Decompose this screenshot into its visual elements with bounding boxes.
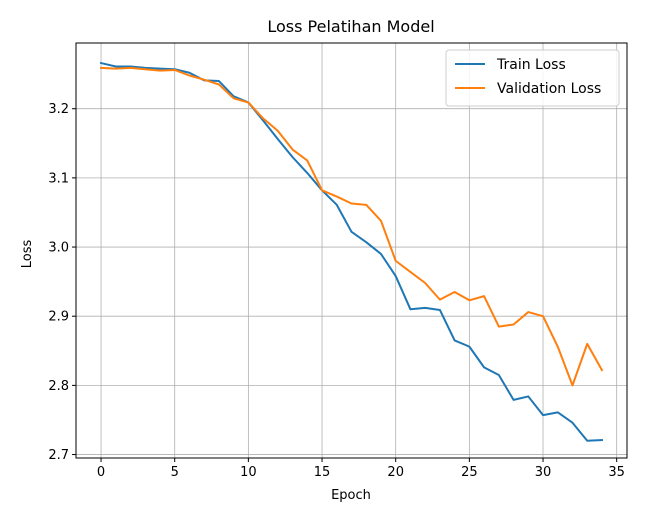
y-tick-label: 2.9 <box>48 310 69 325</box>
y-tick-label: 3.2 <box>48 102 69 117</box>
x-tick-label: 35 <box>608 465 625 480</box>
x-tick-label: 0 <box>97 465 105 480</box>
grid <box>76 43 627 458</box>
y-tick-label: 2.7 <box>48 448 69 463</box>
validation-loss-line <box>100 66 604 387</box>
x-tick-label: 25 <box>461 465 478 480</box>
ticks: 0 5 10 15 20 25 30 35 2.7 2.8 2.9 3.0 3.1 3.2 <box>48 102 625 480</box>
train-loss-line <box>99 61 603 442</box>
x-tick-label: 5 <box>171 465 179 480</box>
legend-box <box>445 49 620 107</box>
y-tick-label: 3.1 <box>48 171 69 186</box>
y-tick-label: 2.8 <box>48 379 69 394</box>
series-group <box>99 61 604 442</box>
x-tick-label: 30 <box>535 465 552 480</box>
y-axis-label: Loss <box>20 240 35 269</box>
x-tick-label: 20 <box>387 465 404 480</box>
plot-area-frame <box>75 42 628 459</box>
chart-title: Loss Pelatihan Model <box>267 17 434 36</box>
x-tick-label: 10 <box>240 465 257 480</box>
legend: Train Loss Validation Loss <box>445 49 620 107</box>
x-tick-label: 15 <box>314 465 331 480</box>
legend-label-train-loss: Train Loss <box>496 57 566 73</box>
x-axis-label: Epoch <box>331 488 371 503</box>
y-tick-label: 3.0 <box>48 241 69 256</box>
legend-label-validation-loss: Validation Loss <box>497 81 601 97</box>
